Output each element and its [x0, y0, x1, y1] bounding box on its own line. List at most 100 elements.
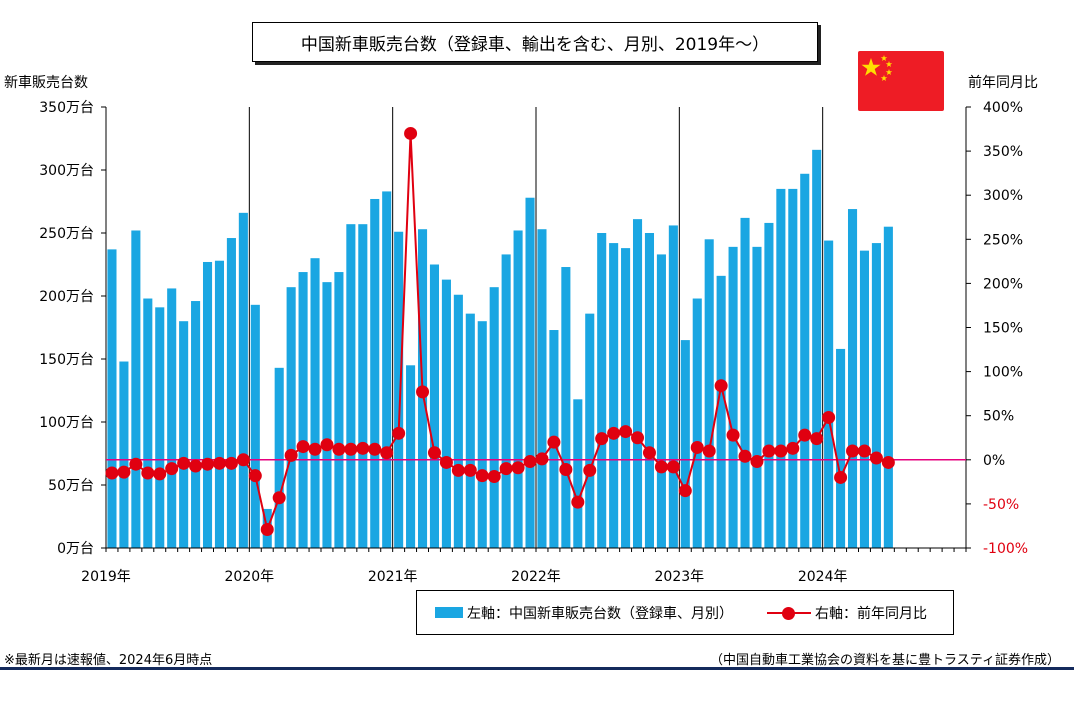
bar: [477, 321, 487, 548]
bar: [752, 246, 762, 549]
bar: [131, 230, 141, 549]
yoy-point: [499, 462, 513, 476]
bar: [202, 261, 213, 548]
left-tick-label: 350万台: [39, 100, 94, 116]
yoy-point: [511, 461, 525, 475]
yoy-point: [619, 425, 633, 439]
bar: [382, 191, 392, 549]
yoy-point: [129, 457, 143, 471]
bar: [489, 287, 499, 548]
bar: [107, 249, 117, 548]
yoy-point: [857, 444, 871, 458]
bar: [836, 348, 846, 548]
yoy-point: [881, 455, 895, 469]
yoy-point: [380, 446, 394, 460]
bar: [716, 275, 726, 548]
chart-legend: 左軸：中国新車販売台数（登録車、月別） 右軸：前年同月比: [416, 590, 954, 635]
right-tick-label: 400%: [983, 100, 1023, 116]
bar: [155, 307, 165, 548]
yoy-point: [523, 455, 537, 469]
right-tick-label: 50%: [983, 409, 1014, 425]
yoy-point: [822, 410, 836, 424]
bar: [740, 217, 750, 548]
yoy-point: [595, 432, 609, 446]
bar: [800, 173, 810, 548]
source-note: （中国自動車工業協会の資料を基に豊トラスティ証券作成）: [710, 653, 1060, 668]
china-flag-icon: [858, 51, 944, 113]
yoy-point: [320, 438, 334, 452]
flag-reflection: [858, 111, 944, 113]
left-axis-title: 新車販売台数: [4, 75, 88, 91]
bar: [453, 294, 463, 548]
yoy-point: [236, 453, 250, 467]
yoy-point: [224, 456, 238, 470]
right-tick-label: 100%: [983, 365, 1023, 381]
bar: [465, 313, 475, 548]
flag-big-star: [861, 58, 881, 76]
right-tick-label: 350%: [983, 144, 1023, 160]
yoy-point: [607, 426, 621, 440]
yoy-point: [439, 455, 453, 469]
x-year-label: 2024年: [798, 569, 848, 585]
yoy-point: [404, 126, 418, 140]
bar: [298, 272, 308, 548]
yoy-point: [846, 444, 860, 458]
x-year-label: 2019年: [81, 569, 131, 585]
yoy-point: [117, 465, 131, 479]
yoy-point: [714, 379, 728, 393]
flag-field: [858, 51, 944, 111]
x-year-label: 2022年: [511, 569, 561, 585]
bar: [143, 298, 153, 548]
flag-small-star-1: [880, 55, 888, 61]
flag-small-star-2: [885, 61, 893, 67]
bar: [119, 361, 129, 548]
yoy-point: [177, 456, 191, 470]
bar: [274, 367, 284, 548]
left-tick-label: 50万台: [48, 478, 94, 494]
bar: [812, 149, 822, 548]
yoy-point: [416, 385, 430, 399]
yoy-point: [547, 435, 561, 449]
footnote: ※最新月は速報値、2024年6月時点: [4, 653, 213, 668]
legend-bar-label: 左軸：中国新車販売台数（登録車、月別）: [467, 605, 733, 622]
bar: [358, 224, 368, 548]
yoy-point: [165, 462, 179, 476]
yoy-point: [750, 455, 764, 469]
yoy-point: [678, 484, 692, 498]
bar: [585, 313, 595, 548]
bar: [441, 279, 451, 548]
yoy-point: [690, 440, 704, 454]
legend-line-label: 右軸：前年同月比: [815, 605, 927, 622]
left-tick-label: 250万台: [39, 226, 94, 242]
yoy-point: [786, 441, 800, 455]
right-axis-title: 前年同月比: [968, 75, 1038, 91]
bar: [692, 298, 702, 548]
bar: [525, 197, 535, 548]
yoy-point: [475, 469, 489, 483]
bar: [788, 188, 798, 548]
yoy-point: [834, 470, 848, 484]
bar: [537, 229, 547, 548]
yoy-point: [762, 444, 776, 458]
bar: [238, 212, 248, 548]
right-tick-label: 0%: [983, 453, 1005, 469]
yoy-point: [392, 426, 406, 440]
yoy-point: [212, 456, 226, 470]
bar: [656, 254, 666, 549]
bar: [632, 219, 643, 548]
yoy-point: [726, 428, 740, 442]
bottom-divider: [0, 667, 1074, 670]
x-year-label: 2021年: [368, 569, 418, 585]
x-year-label: 2023年: [655, 569, 705, 585]
yoy-point: [463, 463, 477, 477]
bar: [226, 238, 236, 549]
right-tick-label: 250%: [983, 232, 1023, 248]
yoy-point: [344, 442, 358, 456]
bar: [322, 282, 332, 548]
bar: [680, 340, 690, 548]
yoy-point: [798, 428, 812, 442]
left-tick-label: 200万台: [39, 289, 94, 305]
right-tick-label: -100%: [983, 541, 1028, 557]
bar: [871, 243, 881, 548]
bar: [824, 240, 834, 548]
